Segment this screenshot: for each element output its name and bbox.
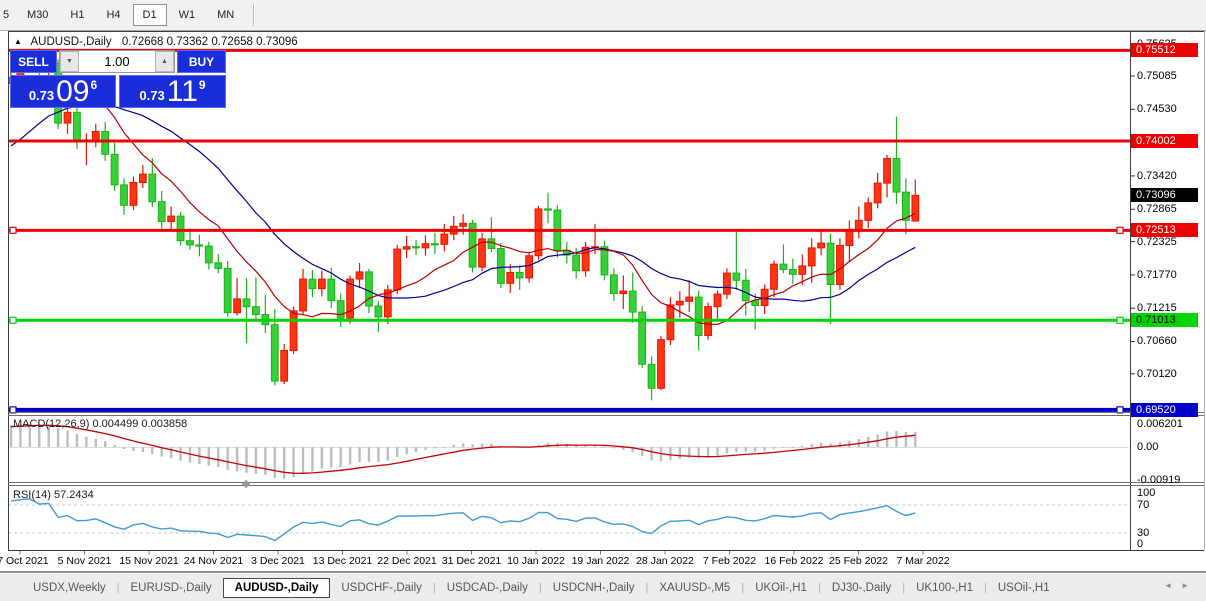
buy-price-prefix: 0.73 bbox=[139, 88, 165, 103]
one-click-trading-panel: SELL ▼ ▲ BUY 0.73 09 6 0.73 11 9 bbox=[10, 50, 226, 108]
timeframe-button-H1[interactable]: H1 bbox=[70, 9, 85, 21]
tab-xauusd-m5[interactable]: XAUUSD-,M5 bbox=[659, 581, 731, 594]
price-tick-0.70660: 0.70660 bbox=[1137, 335, 1177, 348]
price-tick-0.72865: 0.72865 bbox=[1137, 203, 1177, 216]
volume-decrease-button[interactable]: ▼ bbox=[60, 51, 79, 72]
hline-handle[interactable] bbox=[1116, 226, 1124, 234]
timeframe-button-D1[interactable]: D1 bbox=[132, 4, 167, 26]
price-tick-0.74530: 0.74530 bbox=[1137, 103, 1177, 116]
macd-axis-0.006201: 0.006201 bbox=[1137, 418, 1183, 431]
hline-handle[interactable] bbox=[1116, 406, 1124, 414]
sell-button[interactable]: SELL bbox=[10, 50, 57, 73]
rsi-axis-0: 0 bbox=[1137, 538, 1144, 550]
sell-price-big: 09 bbox=[56, 75, 90, 108]
timeframe-button-H4[interactable]: H4 bbox=[106, 9, 121, 21]
timeframe-button-5[interactable]: 5 bbox=[3, 9, 10, 21]
sell-price-display[interactable]: 0.73 09 6 bbox=[10, 75, 116, 108]
tab-usdcad-daily[interactable]: USDCAD-,Daily bbox=[446, 581, 528, 594]
price-tick-0.70120: 0.70120 bbox=[1137, 367, 1177, 380]
volume-field: ▼ ▲ bbox=[59, 50, 175, 73]
buy-price-sup: 9 bbox=[198, 78, 206, 92]
macd-label: MACD(12,26,9) 0.004499 0.003858 bbox=[13, 418, 188, 430]
hline-price-label-0.71013: 0.71013 bbox=[1131, 313, 1198, 328]
hline-handle[interactable] bbox=[1116, 316, 1124, 324]
hline-price-label-0.72513: 0.72513 bbox=[1131, 223, 1198, 238]
hline-price-label-0.75512: 0.75512 bbox=[1131, 43, 1198, 58]
chart-ohlc-values: 0.72668 0.73362 0.72658 0.73096 bbox=[121, 36, 298, 48]
volume-input[interactable] bbox=[79, 53, 155, 70]
hline-handle[interactable] bbox=[9, 316, 17, 324]
price-tick-0.72325: 0.72325 bbox=[1137, 235, 1177, 248]
price-tick-0.71770: 0.71770 bbox=[1137, 268, 1177, 281]
tab-usdcnh-daily[interactable]: USDCNH-,Daily bbox=[552, 581, 635, 594]
timeframe-toolbar: 5 M30 H1 H4 D1 W1 MN bbox=[0, 0, 1206, 31]
sell-price-sup: 6 bbox=[90, 78, 98, 92]
rsi-axis-70: 70 bbox=[1137, 499, 1150, 511]
tab-usdx-weekly[interactable]: USDX,Weekly bbox=[33, 581, 106, 594]
tabs-prev-arrow[interactable]: ◄ bbox=[1164, 581, 1182, 590]
tab-separator: | bbox=[902, 581, 906, 594]
timeframe-button-W1[interactable]: W1 bbox=[178, 9, 196, 21]
arrow-down-icon: ▼ bbox=[66, 58, 73, 65]
hline-handle[interactable] bbox=[9, 406, 17, 414]
price-axis[interactable]: 0.756250.750850.745300.739750.734200.728… bbox=[1130, 31, 1206, 571]
arrow-up-icon: ▲ bbox=[161, 58, 168, 65]
rsi-axis-30: 30 bbox=[1137, 527, 1150, 539]
sell-price-prefix: 0.73 bbox=[28, 88, 55, 103]
buy-price-big: 11 bbox=[166, 75, 198, 108]
volume-increase-button[interactable]: ▲ bbox=[155, 51, 174, 72]
hline-handle[interactable] bbox=[9, 226, 17, 234]
tab-dj30-daily[interactable]: DJ30-,Daily bbox=[831, 581, 892, 594]
tab-ukoil-h1[interactable]: UKOil-,H1 bbox=[755, 581, 807, 594]
chart-symbol-label: AUDUSD-,Daily bbox=[30, 36, 112, 48]
macd-axis--0.00919: -0.00919 bbox=[1137, 474, 1181, 486]
tabs-next-arrow[interactable]: ► bbox=[1181, 581, 1198, 590]
price-tick-0.73420: 0.73420 bbox=[1137, 169, 1177, 182]
tab-separator: | bbox=[432, 581, 436, 594]
timeframe-button-M30[interactable]: M30 bbox=[27, 9, 49, 21]
rsi-pane[interactable] bbox=[8, 498, 1130, 542]
rsi-axis-100: 100 bbox=[1137, 487, 1156, 499]
tab-separator: | bbox=[645, 581, 649, 594]
chart-title: ▲ AUDUSD-,Daily 0.72668 0.73362 0.72658 … bbox=[14, 36, 298, 48]
collapse-triangle-icon[interactable]: ▲ bbox=[14, 37, 22, 46]
macd-axis-0.00: 0.00 bbox=[1137, 441, 1159, 453]
tab-separator: | bbox=[538, 581, 542, 594]
tab-usdchf-daily[interactable]: USDCHF-,Daily bbox=[341, 581, 422, 594]
macd-pane[interactable] bbox=[8, 423, 1130, 479]
toolbar-separator bbox=[253, 4, 255, 26]
price-tick-0.75085: 0.75085 bbox=[1137, 70, 1177, 83]
splitter-handle[interactable] bbox=[241, 479, 251, 489]
price-tick-0.71215: 0.71215 bbox=[1137, 302, 1177, 315]
hline-price-label-0.69520: 0.69520 bbox=[1131, 402, 1198, 417]
buy-price-display[interactable]: 0.73 11 9 bbox=[119, 75, 226, 108]
tab-eurusd-daily[interactable]: EURUSD-,Daily bbox=[130, 581, 212, 594]
tab-audusd-daily[interactable]: AUDUSD-,Daily bbox=[222, 577, 331, 598]
hline-price-label-0.74002: 0.74002 bbox=[1131, 134, 1198, 148]
rsi-label: RSI(14) 57.2434 bbox=[13, 489, 94, 501]
timeframe-button-MN[interactable]: MN bbox=[217, 9, 235, 21]
buy-button[interactable]: BUY bbox=[177, 50, 226, 73]
tab-separator: | bbox=[741, 581, 745, 594]
tab-separator: | bbox=[116, 581, 120, 594]
tab-separator: | bbox=[984, 581, 987, 594]
candles-layer bbox=[9, 48, 920, 401]
symbol-tab-bar: USDX,Weekly | EURUSD-,Daily AUDUSD-,Daily US… bbox=[0, 572, 1206, 601]
tab-usoil-h1[interactable]: USOil-,H1 bbox=[997, 581, 1050, 594]
tab-separator: | bbox=[817, 581, 821, 594]
tab-uk100-h1[interactable]: UK100-,H1 bbox=[916, 581, 973, 594]
current-price-label: 0.73096 bbox=[1131, 188, 1198, 203]
